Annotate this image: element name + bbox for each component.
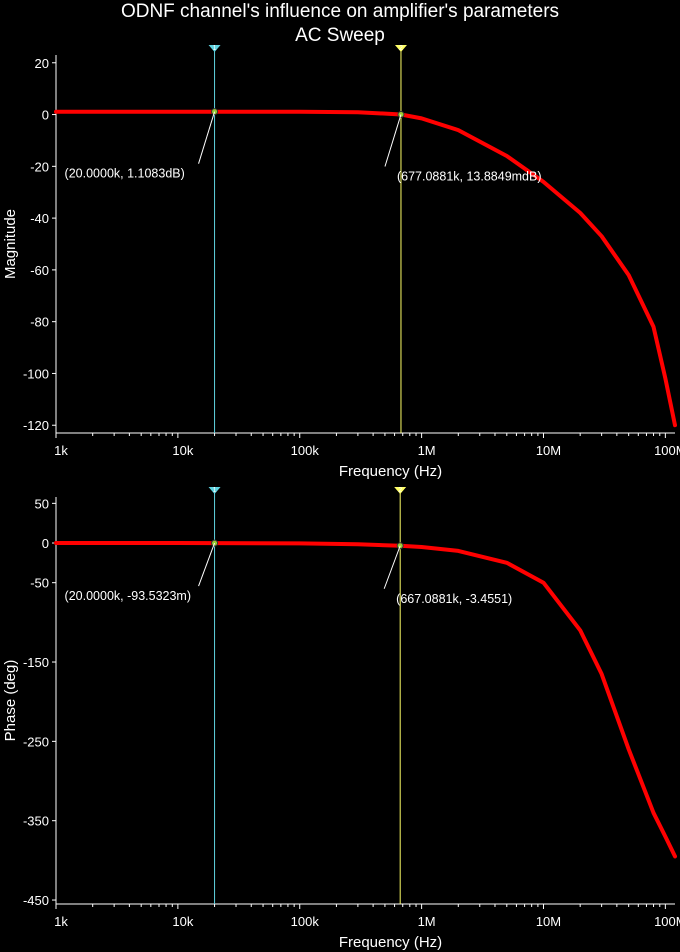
- y-tick-label-0-5: -80: [30, 315, 49, 330]
- series-line-0-0: [54, 109, 677, 428]
- x-axis-label-0: Frequency (Hz): [339, 463, 442, 480]
- y-tick-label-1-0: 50: [35, 496, 49, 511]
- y-tick-label-0-1: 0: [42, 108, 49, 123]
- y-axis-label-1: Phase (deg): [2, 660, 19, 742]
- y-tick-label-0-2: -20: [30, 159, 49, 174]
- cursor-readout-2-0: (677.0881k, 13.8849mdB): [397, 170, 542, 184]
- y-tick-label-1-4: -250: [23, 734, 49, 749]
- y-tick-label-1-5: -350: [23, 814, 49, 829]
- cursor-readout-1-1: (20.0000k, -93.5323m): [65, 589, 191, 603]
- x-tick-label-0-0: 1k: [54, 443, 68, 458]
- cursor-handle-2-1: [394, 487, 407, 494]
- y-tick-label-1-3: -150: [23, 655, 49, 670]
- cursor-id-1-1: 1: [213, 487, 217, 494]
- x-tick-label-1-1: 10k: [172, 914, 193, 929]
- y-tick-label-0-6: -100: [23, 366, 49, 381]
- cursor-readout-2-1: (667.0881k, -3.4551): [396, 592, 512, 606]
- y-tick-label-1-1: 0: [42, 536, 49, 551]
- chart-title: ODNF channel's influence on amplifier's …: [120, 1, 560, 22]
- y-tick-label-0-0: 20: [35, 56, 49, 71]
- y-tick-label-0-3: -40: [30, 211, 49, 226]
- x-tick-label-1-4: 10M: [536, 914, 561, 929]
- cursor-handle-2-0: [394, 45, 407, 52]
- x-axis-label-1: Frequency (Hz): [339, 934, 442, 951]
- x-tick-label-0-3: 1M: [418, 443, 436, 458]
- series-line-1-0: [54, 541, 677, 859]
- x-tick-label-0-4: 10M: [536, 443, 561, 458]
- cursor-id-1-0: 1: [213, 45, 217, 52]
- cursor-handle-1-1: [208, 487, 221, 494]
- cursor-handle-1-0: [208, 45, 221, 52]
- y-tick-label-1-6: -450: [23, 893, 49, 908]
- y-axis-label-0: Magnitude: [2, 209, 19, 279]
- x-tick-label-0-2: 100k: [291, 443, 320, 458]
- cursor-id-2-1: 2: [398, 487, 402, 494]
- y-tick-label-0-4: -60: [30, 263, 49, 278]
- chart-subtitle: AC Sweep: [295, 25, 385, 46]
- chart-titles: ODNF channel's influence on amplifier's …: [0, 0, 680, 48]
- y-tick-label-0-7: -120: [23, 418, 49, 433]
- x-tick-label-0-5: 100M: [654, 443, 680, 458]
- cursor-id-2-0: 2: [399, 45, 403, 52]
- cursor-leader-1-1: [198, 542, 216, 587]
- x-tick-label-1-2: 100k: [291, 914, 320, 929]
- x-tick-label-1-3: 1M: [418, 914, 436, 929]
- x-tick-label-1-5: 100M: [654, 914, 680, 929]
- cursor-leader-2-0: [384, 114, 402, 167]
- cursor-leader-2-1: [383, 545, 401, 589]
- cursor-readout-1-0: (20.0000k, 1.1083dB): [65, 167, 185, 181]
- x-tick-label-0-1: 10k: [172, 443, 193, 458]
- y-tick-label-1-2: -50: [30, 576, 49, 591]
- x-tick-label-1-0: 1k: [54, 914, 68, 929]
- cursor-leader-1-0: [198, 111, 216, 164]
